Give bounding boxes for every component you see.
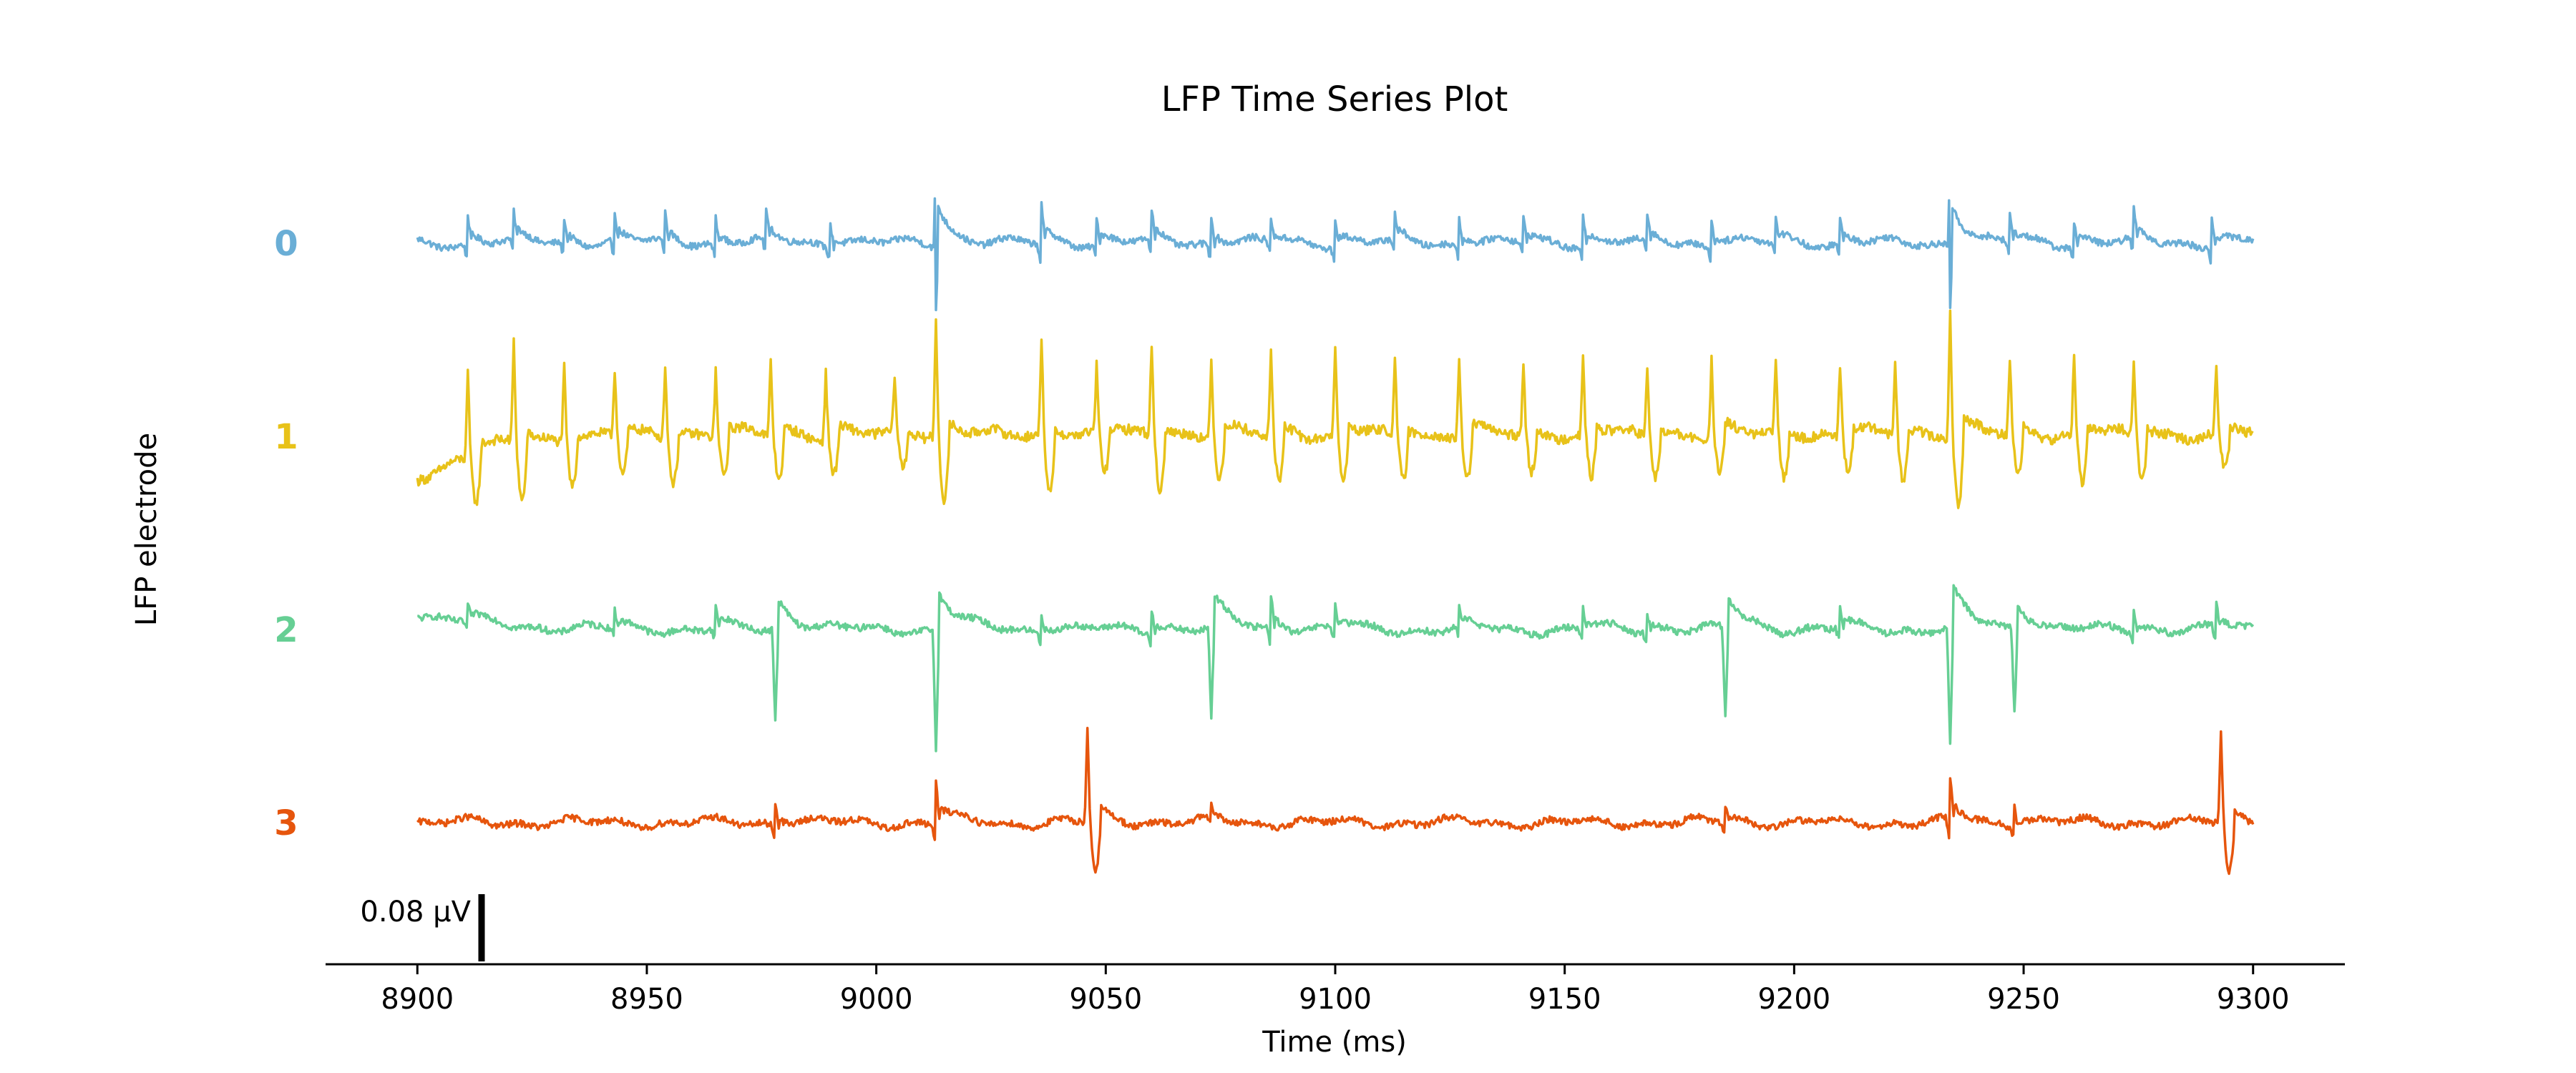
x-tick-label: 9150 bbox=[1528, 983, 1601, 1016]
x-tick-label: 8900 bbox=[381, 983, 454, 1016]
electrode-label-0: 0 bbox=[274, 224, 298, 264]
electrode-label-1: 1 bbox=[274, 417, 298, 457]
scale-bar: 0.08 μV bbox=[360, 894, 485, 961]
x-axis-ticks: 8900 8950 9000 9050 9100 9150 9200 9250 9300 bbox=[381, 964, 2290, 1016]
x-tick-label: 9050 bbox=[1069, 983, 1142, 1016]
lfp-trace-3 bbox=[416, 727, 2255, 876]
lfp-trace-1 bbox=[416, 309, 2254, 509]
lfp-trace-2 bbox=[417, 584, 2255, 753]
y-axis-label: LFP electrode bbox=[130, 433, 163, 626]
electrode-labels: 0 1 2 3 bbox=[274, 224, 298, 843]
electrode-label-3: 3 bbox=[274, 803, 298, 843]
lfp-trace-0 bbox=[416, 197, 2255, 312]
x-tick-label: 9200 bbox=[1757, 983, 1830, 1016]
x-tick-label: 9100 bbox=[1299, 983, 1372, 1016]
x-tick-label: 9300 bbox=[2217, 983, 2290, 1016]
chart-title: LFP Time Series Plot bbox=[1161, 79, 1508, 119]
x-tick-label: 8950 bbox=[610, 983, 683, 1016]
x-tick-label: 9000 bbox=[840, 983, 913, 1016]
scale-bar-label: 0.08 μV bbox=[360, 896, 471, 929]
electrode-label-2: 2 bbox=[274, 610, 298, 650]
x-tick-label: 9250 bbox=[1987, 983, 2060, 1016]
lfp-traces bbox=[416, 197, 2255, 876]
x-axis-label: Time (ms) bbox=[1262, 1026, 1407, 1059]
